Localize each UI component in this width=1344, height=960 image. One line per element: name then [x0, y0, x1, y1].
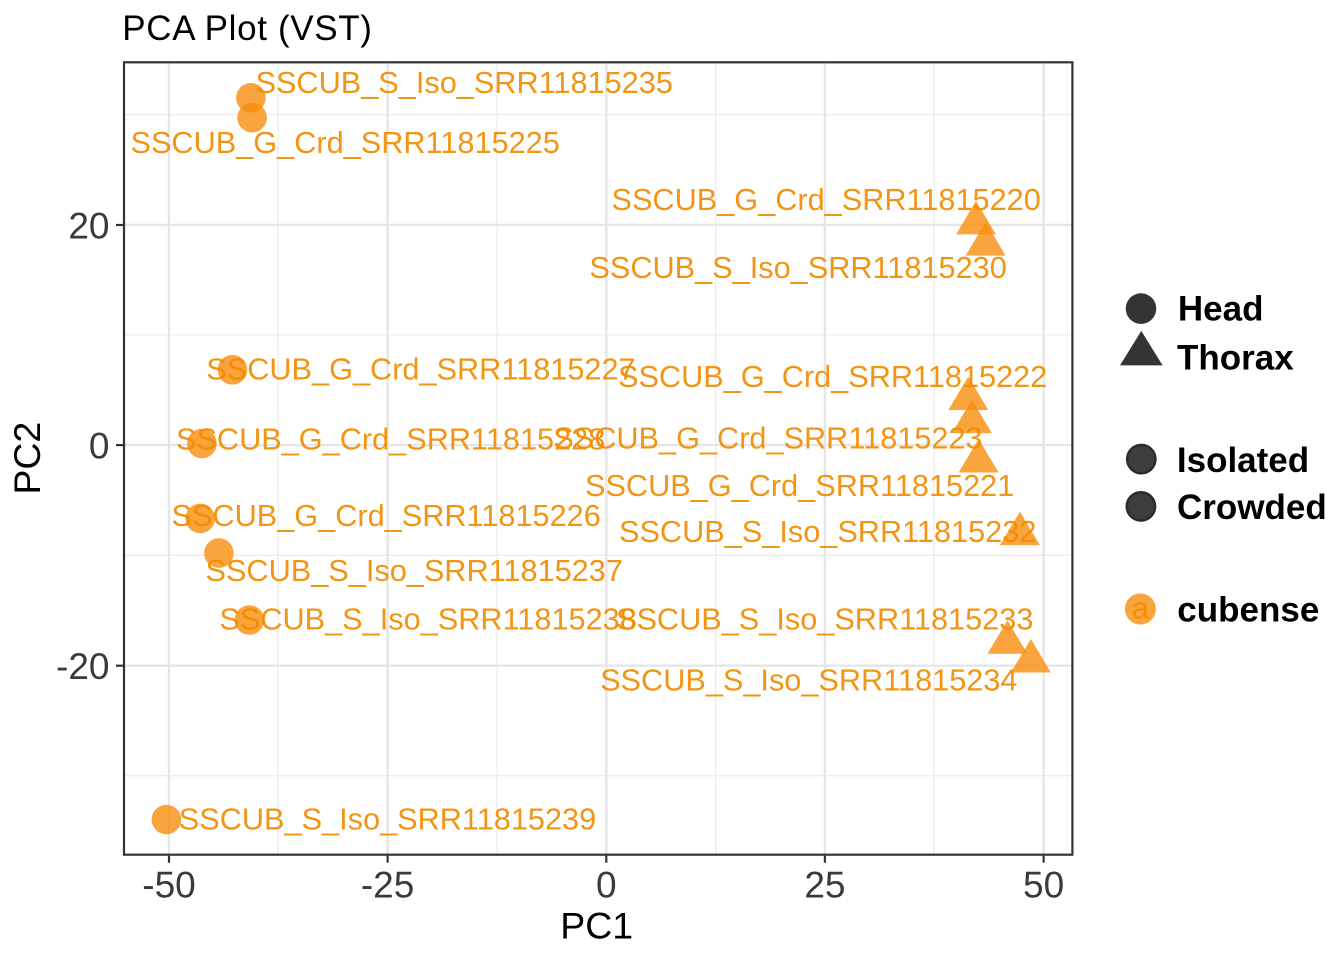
svg-text:SSCUB_G_Crd_SRR11815228: SSCUB_G_Crd_SRR11815228: [176, 421, 605, 456]
svg-text:PC2: PC2: [6, 422, 48, 495]
svg-text:SSCUB_S_Iso_SRR11815238: SSCUB_S_Iso_SRR11815238: [219, 601, 636, 636]
svg-text:SSCUB_S_Iso_SRR11815239: SSCUB_S_Iso_SRR11815239: [179, 802, 596, 837]
svg-text:-20: -20: [56, 646, 109, 687]
svg-text:Isolated: Isolated: [1177, 441, 1309, 480]
svg-text:SSCUB_S_Iso_SRR11815230: SSCUB_S_Iso_SRR11815230: [589, 250, 1006, 285]
svg-text:cubense: cubense: [1177, 591, 1319, 630]
svg-text:a: a: [1132, 591, 1150, 626]
svg-text:0: 0: [89, 425, 110, 466]
svg-text:SSCUB_G_Crd_SRR11815225: SSCUB_G_Crd_SRR11815225: [131, 125, 560, 160]
svg-text:0: 0: [596, 864, 617, 905]
svg-text:SSCUB_S_Iso_SRR11815232: SSCUB_S_Iso_SRR11815232: [619, 514, 1036, 549]
svg-text:Head: Head: [1178, 289, 1264, 328]
svg-text:-25: -25: [361, 864, 414, 905]
svg-text:50: 50: [1023, 864, 1064, 905]
svg-text:Thorax: Thorax: [1177, 338, 1294, 377]
svg-text:SSCUB_S_Iso_SRR11815237: SSCUB_S_Iso_SRR11815237: [206, 553, 623, 588]
svg-text:20: 20: [68, 205, 109, 246]
svg-text:SSCUB_G_Crd_SRR11815222: SSCUB_G_Crd_SRR11815222: [618, 359, 1047, 394]
svg-text:25: 25: [804, 864, 845, 905]
svg-text:SSCUB_S_Iso_SRR11815235: SSCUB_S_Iso_SRR11815235: [256, 65, 673, 100]
svg-text:PC1: PC1: [560, 904, 633, 946]
svg-text:SSCUB_G_Crd_SRR11815226: SSCUB_G_Crd_SRR11815226: [172, 498, 601, 533]
svg-text:PCA Plot (VST): PCA Plot (VST): [122, 9, 372, 48]
svg-text:SSCUB_G_Crd_SRR11815221: SSCUB_G_Crd_SRR11815221: [585, 468, 1014, 503]
svg-text:SSCUB_S_Iso_SRR11815234: SSCUB_S_Iso_SRR11815234: [600, 663, 1017, 698]
svg-text:SSCUB_S_Iso_SRR11815233: SSCUB_S_Iso_SRR11815233: [616, 601, 1033, 636]
svg-text:Crowded: Crowded: [1177, 488, 1327, 527]
svg-text:-50: -50: [142, 864, 195, 905]
svg-text:SSCUB_G_Crd_SRR11815223: SSCUB_G_Crd_SRR11815223: [553, 421, 982, 456]
svg-text:SSCUB_G_Crd_SRR11815227: SSCUB_G_Crd_SRR11815227: [206, 352, 635, 387]
svg-text:SSCUB_G_Crd_SRR11815220: SSCUB_G_Crd_SRR11815220: [612, 182, 1041, 217]
